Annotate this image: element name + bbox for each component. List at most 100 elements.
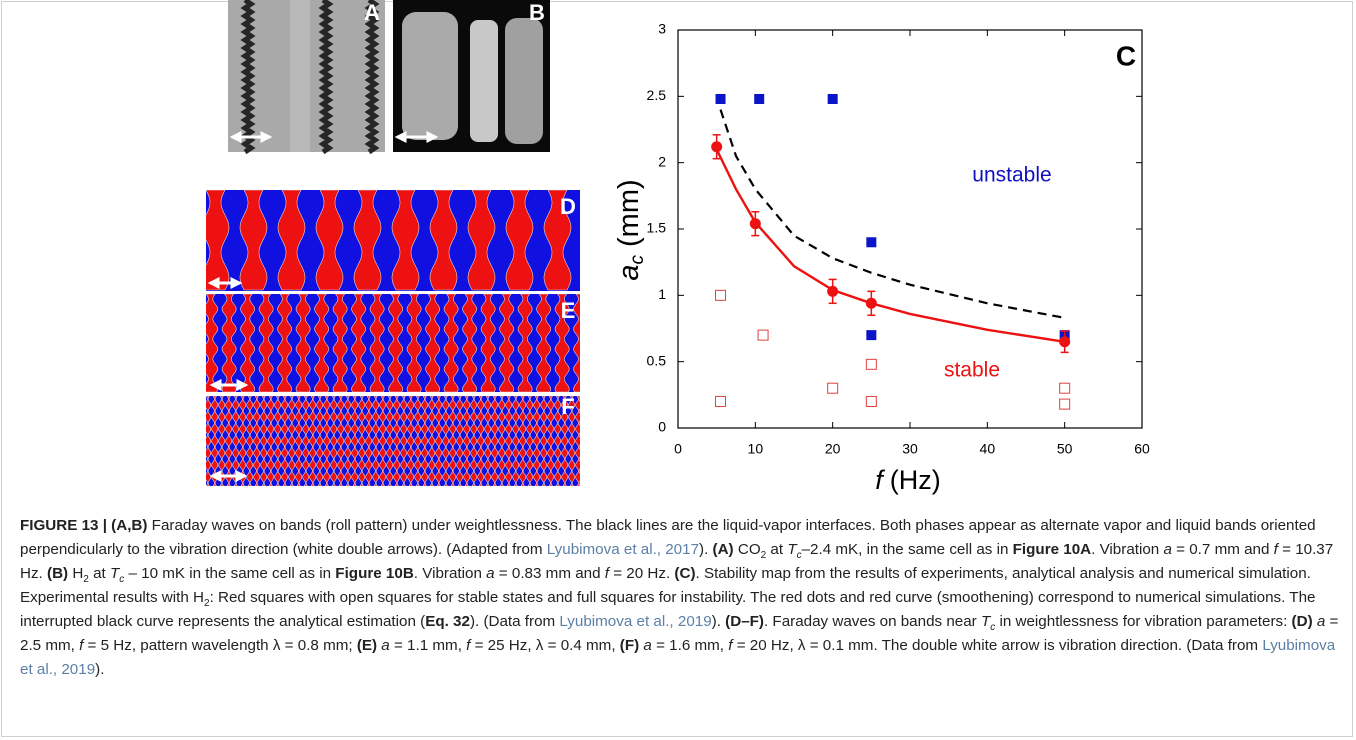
caption-text: ). — [699, 541, 713, 558]
stripe — [379, 396, 387, 486]
stripe — [554, 396, 562, 486]
stripe — [277, 190, 306, 291]
band — [290, 0, 310, 152]
stripe — [369, 294, 385, 392]
caption-text: Faraday waves on bands (roll pattern) un… — [20, 517, 1316, 558]
caption-text: = 0.7 mm and — [1171, 541, 1274, 558]
stripe — [365, 396, 373, 486]
simulation-point — [865, 297, 877, 309]
caption-text: FIGURE 13 | (A,B) — [20, 517, 148, 534]
caption-text: ). — [95, 661, 105, 678]
stripe — [575, 396, 580, 486]
stripe — [206, 190, 230, 291]
x-tick-label: 10 — [748, 441, 764, 457]
stripe — [554, 294, 570, 392]
caption-text: = 1.6 mm, — [651, 637, 729, 654]
stripe — [239, 396, 247, 486]
x-axis-unit: (Hz) — [890, 465, 941, 495]
panel-label: E — [561, 298, 576, 323]
stripe — [573, 294, 580, 392]
caption-text: at — [88, 565, 110, 582]
stripe — [517, 294, 533, 392]
caption-text: (B) — [47, 565, 69, 582]
x-tick-label: 0 — [674, 441, 682, 457]
y-tick-label: 0 — [658, 419, 666, 435]
simulation-point — [827, 285, 839, 297]
caption-text: 2 — [760, 550, 767, 562]
stripe — [344, 396, 352, 486]
x-tick-label: 60 — [1134, 441, 1150, 457]
caption-text: . Vibration — [413, 565, 487, 582]
stripe — [372, 396, 380, 486]
stripe — [295, 396, 303, 486]
citation-link[interactable]: Lyubimova et al., 2019 — [559, 613, 712, 630]
y-axis-label: ac (mm) — [613, 179, 648, 280]
stripe — [391, 190, 420, 291]
stripe — [240, 294, 255, 392]
stripe — [218, 396, 226, 486]
y-axis-subscript: c — [627, 255, 648, 265]
stripe — [309, 396, 317, 486]
x-axis-symbol: f — [875, 465, 885, 495]
stripe — [547, 396, 555, 486]
caption-text: = 20 Hz, λ = 0.1 mm. The double white ar… — [732, 637, 1263, 654]
stripe — [425, 294, 440, 392]
panel-d-image — [206, 190, 580, 291]
stripe — [315, 190, 344, 291]
panel-label: B — [529, 0, 545, 25]
stripe — [274, 396, 282, 486]
simulation-point — [749, 218, 761, 230]
caption-text: H — [68, 565, 84, 582]
caption-text: Eq. 32 — [425, 613, 470, 630]
caption-text: = 1.1 mm, — [389, 637, 467, 654]
stripe — [442, 396, 450, 486]
stripe — [480, 294, 496, 392]
panel-label: F — [561, 394, 574, 419]
caption-text: f — [728, 637, 733, 654]
stripe — [246, 396, 254, 486]
interface-line — [318, 0, 334, 155]
stripe — [351, 294, 366, 392]
stable-point — [715, 289, 727, 301]
stripe — [491, 396, 499, 486]
stripe — [526, 396, 534, 486]
stripe — [505, 190, 534, 291]
stripe — [443, 294, 459, 392]
y-tick-label: 1 — [658, 286, 666, 302]
caption-text: T — [980, 613, 991, 630]
stripe — [533, 396, 541, 486]
stripe — [414, 396, 422, 486]
stripe — [428, 396, 436, 486]
caption-text: a — [1312, 613, 1326, 630]
stripe — [260, 396, 268, 486]
stripe — [386, 396, 394, 486]
y-tick-label: 3 — [658, 21, 666, 37]
stripe — [239, 190, 268, 291]
caption-text: Figure 10A — [1012, 541, 1092, 558]
stripe — [498, 396, 506, 486]
interface-line — [240, 0, 256, 155]
caption-text: – 10 mK in the same cell as in — [124, 565, 336, 582]
caption-text: f — [1273, 541, 1278, 558]
citation-link[interactable]: Lyubimova et al., 2019 — [20, 637, 1336, 678]
stripe — [221, 294, 237, 392]
citation-link[interactable]: Lyubimova et al., 2017 — [546, 541, 700, 558]
caption-text: c — [990, 622, 996, 634]
stripe — [435, 396, 443, 486]
stripe — [543, 190, 572, 291]
stable-point — [865, 358, 877, 370]
stable-point — [715, 395, 727, 407]
caption-text: = 2.5 mm, — [20, 613, 1339, 654]
stripe — [512, 396, 520, 486]
caption-text: . Faraday waves on bands near — [763, 613, 981, 630]
vapor-region — [470, 20, 498, 142]
caption-text: (D) — [1291, 613, 1313, 630]
y-tick-label: 2.5 — [647, 87, 667, 103]
panel-label: D — [560, 194, 576, 219]
caption-text: = 5 Hz, pattern wavelength λ = 0.8 mm; — [83, 637, 357, 654]
unstable-point — [754, 93, 765, 104]
unstable-point — [866, 330, 877, 341]
stable-point — [1059, 382, 1071, 394]
caption-text: f — [79, 637, 84, 654]
